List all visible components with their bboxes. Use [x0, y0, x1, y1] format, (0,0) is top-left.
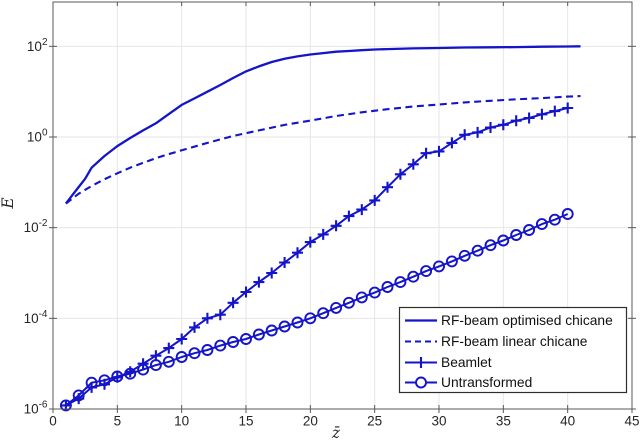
x-tick-label: 45 — [624, 414, 639, 429]
circle-marker — [291, 316, 304, 329]
legend-item-rf-beam-linear-chicane: RF-beam linear chicane — [405, 334, 588, 349]
circle-marker — [433, 260, 445, 273]
series-line — [65, 95, 581, 205]
x-tick-label: 40 — [560, 414, 575, 429]
y-tick-label: 102 — [27, 37, 48, 54]
circle-marker — [394, 276, 407, 289]
circle-marker — [278, 320, 291, 333]
circle-marker — [381, 281, 394, 293]
circle-marker — [420, 265, 433, 278]
legend-item-untransformed: Untransformed — [405, 375, 532, 390]
x-tick-label: 35 — [496, 414, 511, 429]
x-tick-label: 25 — [367, 414, 382, 429]
circle-marker — [162, 355, 175, 368]
circle-marker-icon — [415, 376, 427, 389]
legend-label: RF-beam optimised chicane — [441, 313, 613, 328]
legend-label: RF-beam linear chicane — [441, 334, 588, 349]
circle-marker — [304, 312, 317, 325]
circle-marker — [175, 351, 188, 363]
x-tick-label: 20 — [303, 414, 318, 429]
axes-ticks — [49, 1, 636, 413]
circle-marker — [98, 374, 111, 387]
circle-marker — [407, 270, 420, 283]
circle-marker — [523, 224, 536, 236]
legend: RF-beam optimised chicane RF-beam linear… — [398, 306, 628, 394]
circle-marker — [368, 286, 381, 299]
series-line — [65, 107, 568, 407]
circle-marker — [201, 344, 214, 356]
series-rf-beam-optimised-chicane — [64, 45, 581, 205]
circle-marker — [330, 301, 343, 314]
circle-marker — [355, 291, 368, 304]
circle-marker — [227, 336, 240, 348]
circle-marker — [149, 359, 162, 372]
x-tick-label: 0 — [49, 414, 57, 429]
x-axis-label: z̄ — [331, 424, 341, 442]
circle-marker — [317, 307, 330, 320]
x-tick-label: 10 — [174, 414, 189, 429]
legend-item-rf-beam-optimised-chicane: RF-beam optimised chicane — [405, 313, 613, 328]
circle-marker — [471, 244, 484, 257]
legend-box — [398, 306, 628, 394]
circle-marker — [510, 229, 523, 241]
circle-marker — [445, 255, 458, 268]
circle-marker — [188, 347, 201, 360]
circle-marker — [137, 363, 150, 376]
series-untransformed — [59, 208, 574, 412]
y-tick-label: 10-2 — [24, 218, 48, 235]
plus-marker-icon — [415, 357, 427, 368]
x-tick-label: 30 — [431, 414, 446, 429]
circle-marker — [111, 370, 124, 383]
circle-marker — [85, 376, 98, 389]
circle-marker — [342, 296, 355, 309]
y-tick-label: 10-6 — [24, 400, 48, 417]
y-tick-label: 100 — [27, 127, 48, 144]
series-rf-beam-linear-chicane — [65, 95, 581, 205]
circle-marker — [124, 367, 137, 380]
circle-marker — [214, 339, 227, 352]
circle-marker — [497, 234, 510, 247]
circle-marker — [548, 213, 561, 226]
plot-border — [52, 1, 633, 410]
circle-marker — [72, 389, 85, 402]
circle-marker — [252, 328, 265, 341]
series-line — [65, 213, 569, 407]
circle-marker — [535, 218, 548, 231]
legend-label: Untransformed — [441, 375, 532, 390]
circle-marker — [265, 324, 278, 337]
legend-label: Beamlet — [441, 355, 492, 370]
series-line — [64, 45, 581, 205]
circle-marker — [561, 208, 574, 220]
y-tick-label: 10-4 — [24, 309, 48, 326]
data-series — [59, 45, 581, 412]
circle-marker — [240, 333, 252, 345]
circle-marker — [458, 249, 471, 262]
legend-item-beamlet: Beamlet — [405, 355, 492, 370]
x-tick-label: 5 — [114, 414, 122, 429]
circle-marker — [59, 399, 72, 412]
circle-marker — [484, 239, 497, 252]
y-axis-label: E — [0, 197, 17, 210]
x-tick-label: 15 — [238, 414, 253, 429]
